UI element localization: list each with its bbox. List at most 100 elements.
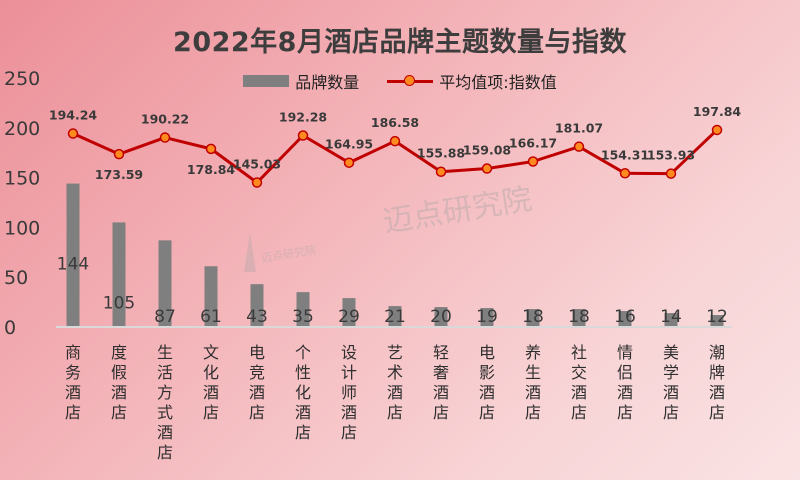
line-point (481, 163, 493, 174)
line-value-label: 153.93 (647, 148, 695, 163)
bar-value-label: 12 (706, 307, 728, 327)
bar (388, 306, 402, 327)
x-tick-label: 美学酒店 (663, 343, 679, 422)
line-point (159, 132, 171, 143)
line-value-label: 194.24 (49, 108, 98, 123)
x-tick-label: 潮牌酒店 (709, 343, 725, 422)
bar-value-label: 144 (57, 255, 89, 275)
legend-bar-swatch (243, 75, 290, 87)
watermark-small: 迈点研究院 (260, 243, 317, 265)
line-value-label: 154.31 (601, 147, 649, 162)
bar-value-label: 29 (338, 307, 360, 327)
bar-value-label: 20 (430, 307, 452, 327)
bar (250, 284, 264, 327)
line-point (619, 168, 631, 179)
line-value-label: 197.84 (693, 104, 742, 119)
watermark-logo-icon (244, 232, 256, 272)
bar (572, 309, 586, 327)
y-tick-label: 150 (4, 168, 40, 190)
x-tick-label: 艺术酒店 (387, 343, 403, 422)
bar-value-label: 87 (154, 307, 176, 327)
bar (342, 298, 356, 327)
chart-title: 2022年8月酒店品牌主题数量与指数 (173, 27, 627, 58)
legend: 品牌数量 平均值项:指数值 (0, 70, 800, 92)
bar (480, 308, 494, 327)
x-tick-label: 设计师酒店 (341, 343, 357, 442)
line-value-label: 164.95 (325, 137, 373, 152)
line-point (113, 148, 125, 160)
bar (664, 313, 678, 327)
line-value-label: 166.17 (509, 135, 557, 150)
line-value-label: 192.28 (279, 109, 327, 124)
bar-value-label: 14 (660, 307, 682, 327)
x-tick-label: 度假酒店 (111, 343, 127, 422)
y-tick-label: 50 (4, 267, 28, 289)
y-tick-label: 100 (4, 217, 40, 239)
legend-line-label: 平均值项:指数值 (439, 73, 557, 92)
bar (296, 292, 310, 327)
line-point (711, 124, 723, 136)
x-tick-label: 文化酒店 (203, 343, 219, 422)
y-tick-label: 250 (4, 68, 40, 90)
line-value-label: 173.59 (95, 167, 143, 182)
line-value-label: 186.58 (371, 115, 419, 130)
x-tick-label: 电竞酒店 (249, 343, 265, 422)
line-value-label: 181.07 (555, 121, 603, 136)
bar (434, 307, 448, 327)
line-point (205, 143, 217, 155)
bar-value-label: 21 (384, 307, 406, 327)
bar (618, 311, 632, 327)
bar (204, 266, 218, 327)
line-point (67, 128, 79, 139)
bar (526, 309, 540, 327)
bar-value-label: 61 (200, 307, 222, 327)
line-point (665, 168, 677, 179)
bar-value-label: 105 (103, 293, 135, 313)
line-point (573, 141, 585, 152)
bar-value-labels: 144 105 87 61 43 35 29 21 20 19 18 18 16 14 12 (57, 255, 728, 327)
line-value-label: 159.08 (463, 143, 511, 158)
bar-value-label: 16 (614, 307, 636, 327)
legend-line-swatch (387, 75, 434, 87)
x-tick-label: 养生酒店 (525, 343, 541, 422)
line-value-label: 155.88 (417, 146, 465, 161)
x-tick-label: 生活方式酒店 (157, 343, 173, 462)
x-tick-label: 情侣酒店 (617, 343, 633, 422)
line-point (343, 157, 355, 168)
y-axis: 0 50 100 150 200 250 (4, 68, 40, 339)
y-tick-label: 0 (4, 317, 16, 339)
bar-series (66, 183, 724, 327)
line-series (67, 124, 723, 188)
watermark-large: 迈点研究院 (381, 182, 535, 240)
bar-value-label: 19 (476, 307, 498, 327)
legend-bar-label: 品牌数量 (295, 73, 360, 92)
line-point (435, 166, 447, 177)
legend-item-bars: 品牌数量 (243, 69, 359, 93)
bar-value-label: 35 (292, 307, 314, 327)
x-tick-label: 电影酒店 (479, 343, 495, 422)
x-tick-label: 商务酒店 (65, 343, 81, 422)
bar (112, 222, 126, 327)
line-point (251, 177, 263, 188)
x-tick-label: 社交酒店 (571, 343, 587, 422)
bar-value-label: 18 (522, 307, 544, 327)
line-point (389, 135, 401, 147)
x-tick-label: 个性化酒店 (295, 343, 311, 442)
line-point (527, 156, 539, 167)
line-value-label: 145.03 (233, 157, 281, 172)
bar (66, 183, 80, 327)
x-tick-label: 轻奢酒店 (433, 343, 449, 422)
line-value-label: 178.84 (187, 162, 236, 177)
y-tick-label: 200 (4, 118, 40, 140)
bar (158, 240, 172, 327)
line-value-label: 190.22 (141, 112, 189, 127)
x-axis: 商务酒店 度假酒店 生活方式酒店 文化酒店 电竞酒店 个性化酒店 设计师酒店 艺术酒店 轻奢酒店… (56, 326, 732, 462)
legend-item-line: 平均值项:指数值 (387, 69, 557, 93)
bar-value-label: 18 (568, 307, 590, 327)
bar (710, 315, 724, 327)
bar-value-label: 43 (246, 307, 268, 327)
